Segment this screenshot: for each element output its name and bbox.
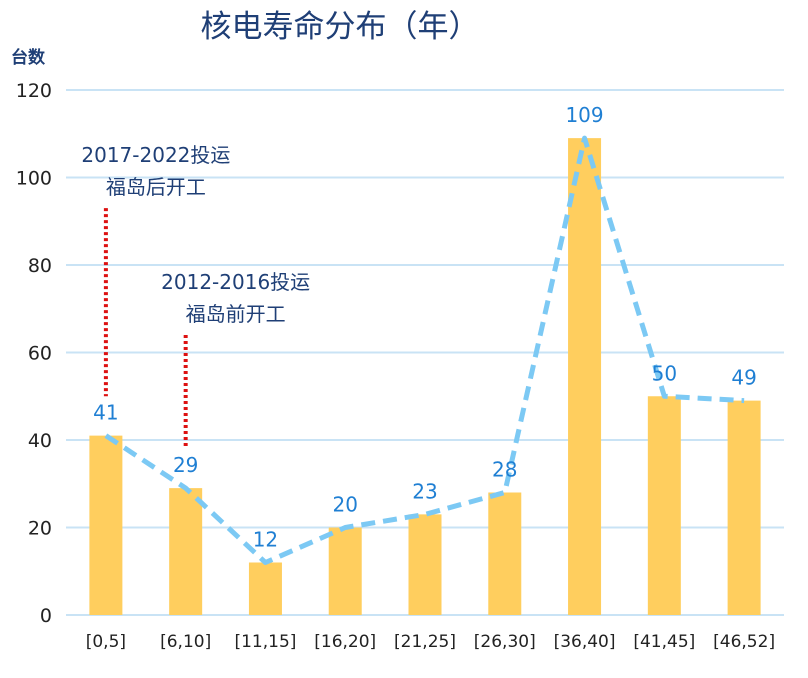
x-tick-label: [6,10] [160, 632, 211, 652]
data-label: 41 [93, 401, 118, 425]
y-tick-label: 100 [16, 168, 52, 190]
data-label: 20 [332, 493, 357, 517]
y-tick-label: 20 [28, 518, 52, 540]
bar-[41,45] [647, 396, 681, 615]
x-tick-label: [0,5] [86, 632, 126, 652]
y-tick-labels: 0 20 40 60 80 100 120 [16, 80, 52, 627]
annotation-text: 福岛前开工 [186, 302, 286, 326]
data-label: 28 [492, 458, 517, 482]
data-label: 109 [565, 103, 603, 127]
x-tick-label: [46,52] [713, 632, 775, 652]
bar-[16,20] [328, 527, 362, 615]
bar-[11,15] [248, 562, 282, 615]
bar-[26,30] [488, 492, 522, 615]
y-tick-label: 80 [28, 255, 52, 277]
x-tick-labels: [0,5] [6,10] [11,15] [16,20] [21,25] [26,30] [… [86, 632, 775, 652]
x-tick-label: [11,15] [234, 632, 296, 652]
data-label: 23 [412, 479, 437, 503]
data-labels: 41 29 12 20 23 28 109 50 49 [93, 103, 757, 551]
data-label: 12 [253, 528, 278, 552]
trend-line-path [104, 135, 745, 565]
data-label: 49 [731, 366, 756, 390]
bar-[0,5] [89, 435, 123, 615]
bar-[6,10] [169, 488, 203, 615]
x-tick-label: [41,45] [633, 632, 695, 652]
bars [89, 138, 761, 615]
trend-line [104, 135, 745, 565]
x-tick-label: [26,30] [474, 632, 536, 652]
chart-title: 核电寿命分布（年） [201, 9, 480, 45]
data-label: 50 [652, 361, 677, 385]
y-tick-label: 60 [28, 343, 52, 365]
annotation-text: 福岛后开工 [106, 175, 206, 199]
x-tick-label: [16,20] [314, 632, 376, 652]
y-tick-label: 0 [40, 605, 52, 627]
data-label: 29 [173, 453, 198, 477]
annotation-text: 2017-2022投运 [81, 143, 230, 167]
y-tick-label: 120 [16, 80, 52, 102]
y-tick-label: 40 [28, 430, 52, 452]
x-tick-label: [21,25] [394, 632, 456, 652]
bar-[46,52] [727, 400, 761, 615]
x-tick-label: [36,40] [554, 632, 616, 652]
bar-[21,25] [408, 514, 442, 615]
bar-[36,40] [568, 138, 602, 615]
annotation-text: 2012-2016投运 [161, 270, 310, 294]
y-axis-label: 台数 [11, 47, 46, 68]
